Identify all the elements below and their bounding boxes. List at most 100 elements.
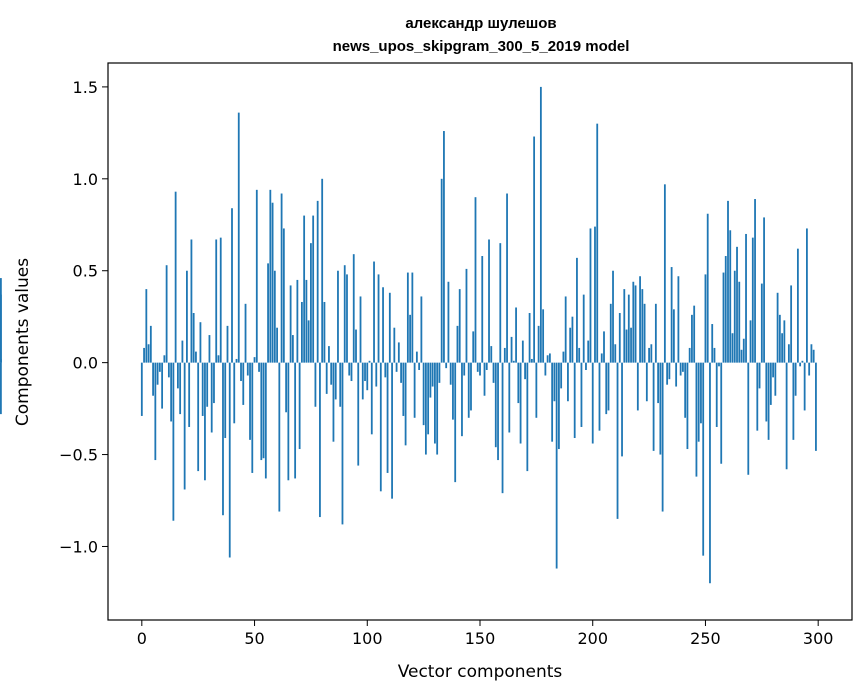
bar <box>607 362 610 411</box>
bar <box>517 362 520 404</box>
bar <box>395 362 398 372</box>
bar <box>391 362 393 499</box>
x-tick-label: 0 <box>137 629 147 648</box>
bar <box>228 362 231 558</box>
bar <box>654 303 657 363</box>
chart-title-line-2: news_upos_skipgram_300_5_2019 model <box>333 38 630 55</box>
bar <box>688 347 691 363</box>
bar <box>300 301 303 363</box>
bar <box>576 257 578 363</box>
bar <box>569 327 572 363</box>
bar <box>596 123 599 363</box>
bar <box>140 362 143 416</box>
bar <box>379 362 382 492</box>
bar <box>377 274 380 363</box>
bar <box>778 314 781 363</box>
bar <box>183 362 186 490</box>
bar <box>323 301 326 363</box>
bar <box>424 362 427 455</box>
bar <box>208 335 211 363</box>
bar <box>792 362 795 440</box>
bar <box>530 358 533 363</box>
bar <box>657 362 660 404</box>
bar <box>219 237 222 363</box>
y-axis: 1.5 1.0 0.5 0.0 −0.5 −1.0 <box>59 78 108 556</box>
bar <box>273 270 276 363</box>
bar <box>512 360 515 363</box>
x-tick-label: 100 <box>352 629 383 648</box>
bar <box>521 340 524 363</box>
bar <box>535 362 538 418</box>
bar <box>627 294 630 363</box>
bar-series <box>0 86 817 584</box>
bar <box>445 362 448 369</box>
x-axis-label: Vector components <box>398 662 563 682</box>
bar <box>506 193 508 363</box>
bar <box>174 191 177 363</box>
bar <box>285 362 288 413</box>
bar <box>465 268 468 363</box>
bar <box>562 351 565 363</box>
bar <box>280 193 283 363</box>
bar <box>231 208 233 363</box>
bar <box>510 336 513 363</box>
bar <box>722 272 725 363</box>
bar <box>636 362 639 411</box>
bar <box>745 233 747 363</box>
bar <box>668 362 671 380</box>
bar <box>143 347 145 363</box>
bar <box>760 283 763 363</box>
bar <box>386 362 389 473</box>
bar <box>291 335 294 363</box>
bar <box>548 353 551 363</box>
bar <box>170 362 173 422</box>
bar <box>404 362 407 446</box>
bar <box>641 289 644 363</box>
bar <box>418 362 421 370</box>
bar <box>235 358 238 363</box>
bar <box>659 362 662 455</box>
bar <box>382 287 384 363</box>
bar <box>508 362 511 433</box>
bar <box>670 267 673 363</box>
bar <box>449 362 452 385</box>
bar <box>621 362 623 457</box>
bar <box>217 355 220 363</box>
bar <box>684 362 687 418</box>
bar <box>0 294 2 363</box>
bar <box>188 362 191 427</box>
bar <box>751 237 754 363</box>
bar <box>724 256 727 363</box>
bar <box>152 362 154 396</box>
bar <box>740 349 743 363</box>
bar <box>298 362 301 450</box>
bar <box>774 362 777 396</box>
bar <box>384 362 387 378</box>
bar <box>438 362 441 383</box>
bar <box>251 362 254 473</box>
bar <box>544 362 547 376</box>
bar <box>197 362 200 472</box>
bar <box>388 292 391 363</box>
bar <box>756 362 759 431</box>
bar <box>260 362 263 461</box>
bar <box>400 362 402 383</box>
bar <box>332 362 335 442</box>
bar <box>258 362 260 372</box>
bar <box>781 333 784 363</box>
bar <box>470 362 472 411</box>
bar <box>303 215 306 363</box>
bar <box>686 362 689 450</box>
bar <box>373 261 375 363</box>
y-tick-label: 0.0 <box>73 354 98 373</box>
bar <box>772 362 774 378</box>
bar <box>695 362 698 477</box>
bar <box>312 215 315 363</box>
bar <box>533 136 536 363</box>
bar <box>242 362 245 405</box>
bar <box>702 362 705 556</box>
bar <box>499 243 502 363</box>
bar <box>483 362 486 396</box>
bar <box>643 303 646 363</box>
